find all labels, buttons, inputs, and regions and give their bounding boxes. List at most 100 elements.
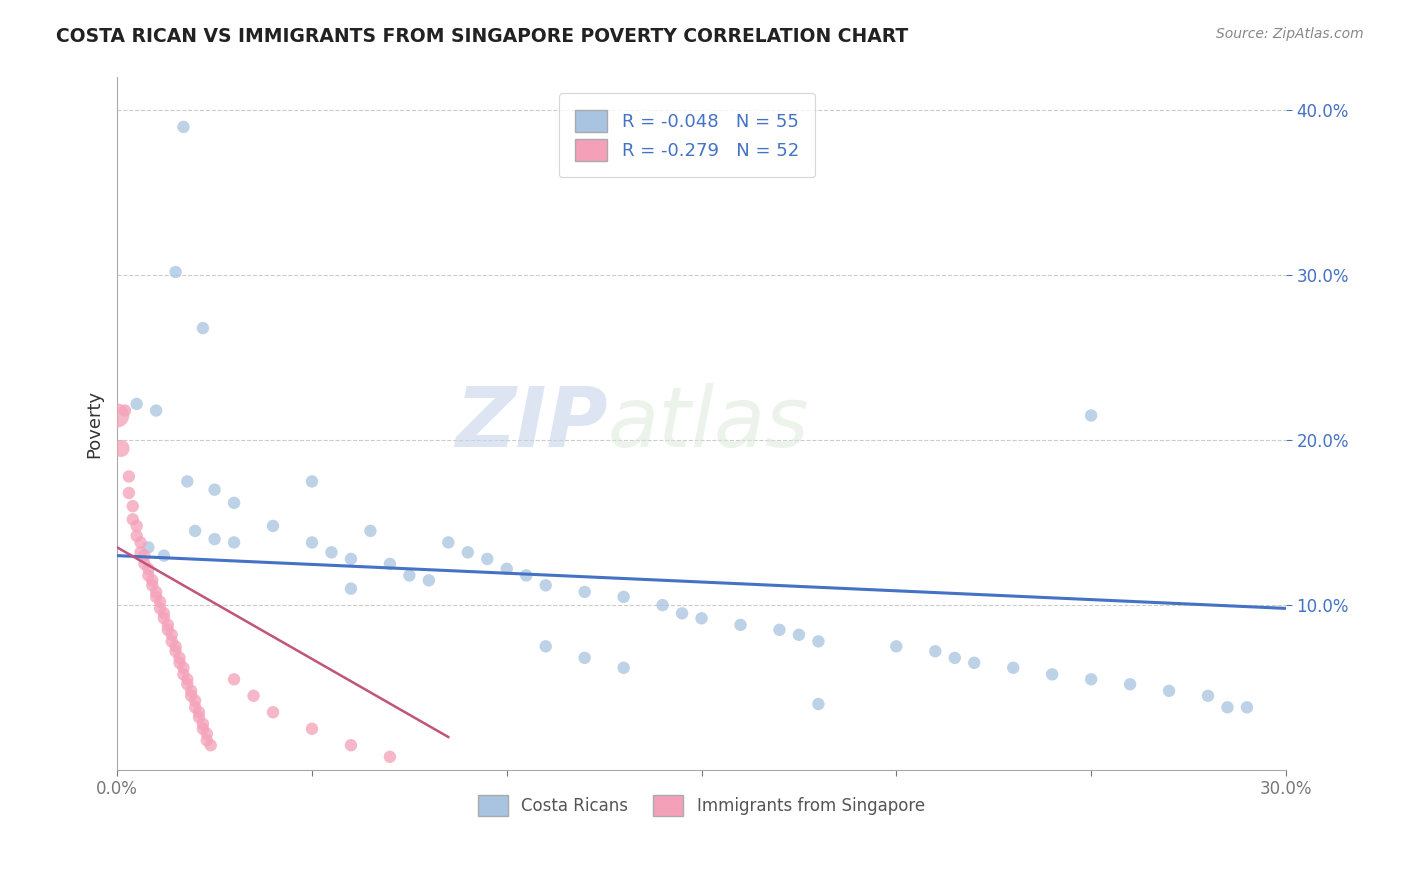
Text: COSTA RICAN VS IMMIGRANTS FROM SINGAPORE POVERTY CORRELATION CHART: COSTA RICAN VS IMMIGRANTS FROM SINGAPORE… (56, 27, 908, 45)
Point (138, 568, 160, 582)
Point (172, 120, 194, 134)
Point (138, 562, 160, 576)
Point (110, 442, 132, 456)
Point (184, 700, 207, 714)
Point (340, 582, 363, 596)
Point (613, 661, 636, 675)
Point (924, 644, 946, 658)
Point (963, 656, 986, 670)
Point (730, 618, 752, 632)
Point (191, 321, 214, 335)
Point (301, 475, 323, 489)
Point (477, 552, 499, 566)
Point (153, 611, 176, 625)
Point (437, 535, 460, 549)
Point (153, 607, 176, 621)
Point (515, 568, 537, 582)
Point (134, 549, 156, 563)
Point (321, 545, 343, 559)
Point (340, 738, 363, 752)
Point (1040, 667, 1063, 681)
Point (204, 483, 226, 497)
Text: atlas: atlas (607, 384, 810, 464)
Point (359, 524, 381, 538)
Point (165, 640, 187, 654)
Point (651, 598, 673, 612)
Point (114, 403, 136, 417)
Text: ZIP: ZIP (456, 384, 607, 464)
Point (125, 519, 148, 533)
Point (768, 623, 790, 637)
Point (943, 651, 966, 665)
Point (301, 722, 323, 736)
Point (105, 409, 128, 423)
Point (172, 667, 194, 681)
Point (534, 578, 557, 592)
Point (301, 535, 323, 549)
Point (134, 557, 156, 571)
Point (457, 545, 479, 559)
Point (262, 519, 284, 533)
Point (340, 552, 363, 566)
Point (222, 496, 245, 510)
Point (1236, 700, 1258, 714)
Point (418, 574, 440, 588)
Point (574, 585, 596, 599)
Point (378, 749, 401, 764)
Point (1080, 673, 1102, 687)
Point (1157, 683, 1180, 698)
Point (129, 545, 152, 559)
Point (165, 265, 187, 279)
Point (118, 486, 141, 500)
Legend: Costa Ricans, Immigrants from Singapore: Costa Ricans, Immigrants from Singapore (470, 787, 934, 824)
Point (180, 683, 202, 698)
Point (1197, 689, 1219, 703)
Point (191, 722, 214, 736)
Point (1119, 677, 1142, 691)
Point (169, 651, 191, 665)
Point (378, 557, 401, 571)
Point (172, 661, 194, 675)
Point (169, 656, 191, 670)
Point (574, 651, 596, 665)
Point (121, 499, 143, 513)
Point (149, 595, 172, 609)
Point (222, 535, 245, 549)
Point (188, 710, 211, 724)
Point (204, 532, 226, 546)
Point (176, 475, 198, 489)
Point (156, 623, 179, 637)
Point (671, 607, 693, 621)
Point (534, 640, 557, 654)
Point (121, 512, 143, 526)
Point (176, 673, 198, 687)
Point (129, 535, 152, 549)
Point (176, 677, 198, 691)
Point (886, 640, 908, 654)
Point (160, 628, 183, 642)
Point (149, 601, 172, 615)
Point (807, 634, 830, 648)
Point (165, 644, 187, 658)
Point (188, 706, 211, 720)
Point (200, 738, 222, 752)
Point (222, 673, 245, 687)
Point (118, 469, 141, 483)
Point (613, 590, 636, 604)
Point (125, 397, 148, 411)
Point (145, 403, 167, 417)
Point (184, 524, 207, 538)
Point (160, 634, 183, 648)
Point (191, 716, 214, 731)
Point (1080, 409, 1102, 423)
Point (145, 585, 167, 599)
Point (1216, 700, 1239, 714)
Point (787, 628, 810, 642)
Point (690, 611, 713, 625)
Point (156, 618, 179, 632)
Y-axis label: Poverty: Poverty (86, 390, 103, 458)
Point (195, 733, 218, 747)
Point (138, 541, 160, 555)
Point (141, 574, 163, 588)
Point (242, 689, 264, 703)
